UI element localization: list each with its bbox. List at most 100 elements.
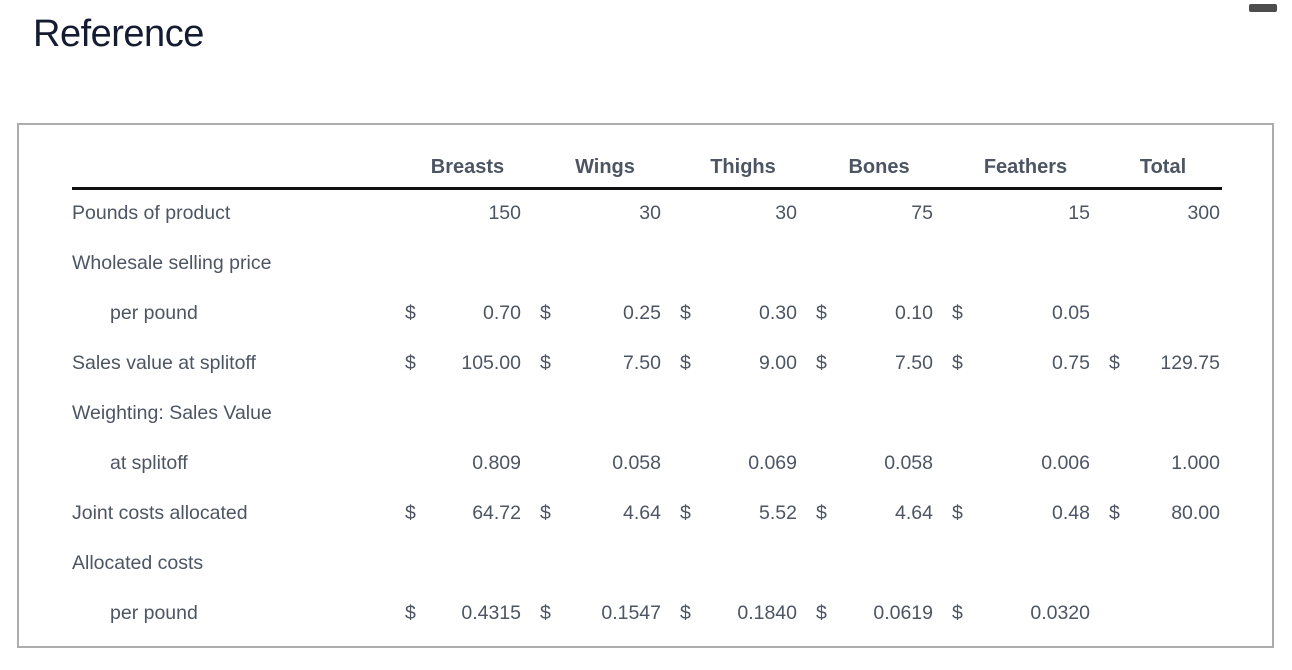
row-label: Weighting: Sales Value <box>72 401 272 424</box>
cell-total <box>1104 238 1222 288</box>
cell-value: 150 <box>488 202 521 225</box>
cell-total: $80.00 <box>1104 488 1222 538</box>
cell-bones: 0.058 <box>811 438 947 488</box>
currency-symbol: $ <box>952 301 963 324</box>
cell-thighs <box>675 538 811 588</box>
table-row: per pound $0.70 $0.25 $0.30 $0.10 $0.05 <box>72 288 1222 338</box>
table-row: Wholesale selling price <box>72 238 1222 288</box>
table-row: per pound $0.4315 $0.1547 $0.1840 $0.0619 $0.… <box>72 588 1222 638</box>
cell-value: 4.64 <box>895 501 933 524</box>
cell-wings: $7.50 <box>535 338 675 388</box>
cell-breasts: 0.809 <box>400 438 535 488</box>
cell-total <box>1104 288 1222 338</box>
cell-value: 0.75 <box>1052 351 1090 374</box>
cell-thighs <box>675 388 811 438</box>
cell-wings <box>535 538 675 588</box>
column-header-total: Total <box>1104 149 1222 190</box>
cell-breasts <box>400 388 535 438</box>
cell-wings: $0.1547 <box>535 588 675 638</box>
cell-bones: $0.10 <box>811 288 947 338</box>
cell-total: $129.75 <box>1104 338 1222 388</box>
cell-breasts: $0.70 <box>400 288 535 338</box>
cell-feathers <box>947 388 1104 438</box>
cell-value: 0.069 <box>748 451 797 474</box>
cell-thighs: 0.069 <box>675 438 811 488</box>
cell-thighs: $5.52 <box>675 488 811 538</box>
cell-value: 0.10 <box>895 301 933 324</box>
cell-value: 9.00 <box>759 351 797 374</box>
cell-value: 30 <box>775 202 797 225</box>
row-label: Sales value at splitoff <box>72 351 256 374</box>
table-row: Pounds of product 150 30 30 75 15 300 <box>72 188 1222 238</box>
cell-thighs <box>675 238 811 288</box>
cell-feathers: 0.006 <box>947 438 1104 488</box>
cell-feathers: 15 <box>947 188 1104 238</box>
cell-thighs: $0.30 <box>675 288 811 338</box>
cell-value: 105.00 <box>461 351 521 374</box>
currency-symbol: $ <box>816 301 827 324</box>
cell-value: 0.30 <box>759 301 797 324</box>
cell-value: 0.0619 <box>873 601 933 624</box>
cell-bones: 75 <box>811 188 947 238</box>
cell-breasts: 150 <box>400 188 535 238</box>
row-label: at splitoff <box>110 451 188 474</box>
cell-breasts: $64.72 <box>400 488 535 538</box>
cell-value: 129.75 <box>1160 351 1220 374</box>
cell-feathers <box>947 238 1104 288</box>
cell-value: 0.809 <box>472 451 521 474</box>
currency-symbol: $ <box>405 351 416 374</box>
table-row: Sales value at splitoff $105.00 $7.50 $9.00… <box>72 338 1222 388</box>
cell-value: 7.50 <box>895 351 933 374</box>
row-label: Allocated costs <box>72 551 204 574</box>
column-header-thighs: Thighs <box>675 149 811 190</box>
currency-symbol: $ <box>816 351 827 374</box>
reference-card: Breasts Wings Thighs Bones Feathers Total Pou… <box>17 123 1274 648</box>
panel-handle[interactable] <box>1249 4 1277 12</box>
currency-symbol: $ <box>816 501 827 524</box>
currency-symbol: $ <box>540 301 551 324</box>
table-header-row: Breasts Wings Thighs Bones Feathers Total <box>72 149 1222 190</box>
currency-symbol: $ <box>680 501 691 524</box>
row-label: per pound <box>110 601 198 624</box>
cell-feathers: $0.0320 <box>947 588 1104 638</box>
cell-total <box>1104 538 1222 588</box>
cell-value: 300 <box>1187 202 1220 225</box>
cell-value: 5.52 <box>759 501 797 524</box>
cell-total: 1.000 <box>1104 438 1222 488</box>
cell-wings: 0.058 <box>535 438 675 488</box>
cell-value: 0.1840 <box>737 601 797 624</box>
table-row: Joint costs allocated $64.72 $4.64 $5.52 $4.… <box>72 488 1222 538</box>
cell-value: 0.0320 <box>1030 601 1090 624</box>
column-header-spacer <box>72 149 400 190</box>
cell-thighs: $0.1840 <box>675 588 811 638</box>
cell-feathers: $0.48 <box>947 488 1104 538</box>
cell-value: 0.48 <box>1052 501 1090 524</box>
cell-total <box>1104 388 1222 438</box>
row-label: per pound <box>110 301 198 324</box>
cell-value: 64.72 <box>472 501 521 524</box>
currency-symbol: $ <box>816 601 827 624</box>
reference-table: Breasts Wings Thighs Bones Feathers Total Pou… <box>72 149 1222 638</box>
cell-value: 0.058 <box>612 451 661 474</box>
cell-total: 300 <box>1104 188 1222 238</box>
table-row: Allocated costs <box>72 538 1222 588</box>
column-header-bones: Bones <box>811 149 947 190</box>
table-header: Breasts Wings Thighs Bones Feathers Total <box>72 149 1222 190</box>
currency-symbol: $ <box>680 601 691 624</box>
cell-thighs: $9.00 <box>675 338 811 388</box>
currency-symbol: $ <box>1109 351 1120 374</box>
column-header-wings: Wings <box>535 149 675 190</box>
cell-value: 0.1547 <box>601 601 661 624</box>
currency-symbol: $ <box>952 501 963 524</box>
currency-symbol: $ <box>540 351 551 374</box>
currency-symbol: $ <box>952 601 963 624</box>
currency-symbol: $ <box>405 501 416 524</box>
cell-value: 0.058 <box>884 451 933 474</box>
cell-wings: $0.25 <box>535 288 675 338</box>
table-row: Weighting: Sales Value <box>72 388 1222 438</box>
currency-symbol: $ <box>680 351 691 374</box>
cell-value: 0.70 <box>483 301 521 324</box>
cell-value: 7.50 <box>623 351 661 374</box>
cell-wings <box>535 238 675 288</box>
